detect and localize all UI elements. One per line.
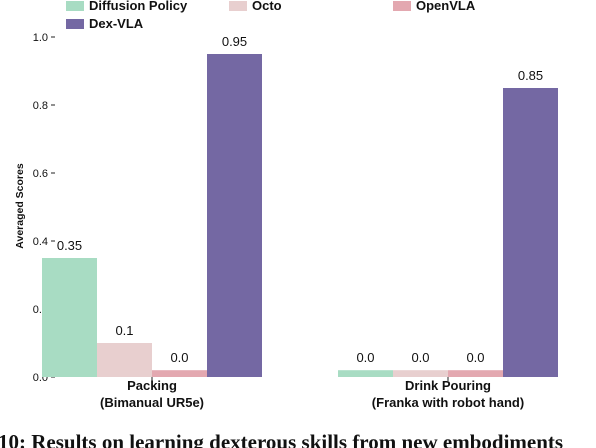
x-tick-label: (Franka with robot hand) [372, 395, 524, 410]
bar [393, 370, 448, 377]
legend-swatch [66, 1, 84, 11]
y-tick-label: 0.6 [33, 168, 48, 180]
x-tick-label: Packing [127, 378, 177, 393]
legend: Diffusion Policy Octo OpenVLA Dex-VLA [66, 0, 476, 31]
bar [448, 370, 503, 377]
legend-label: Diffusion Policy [89, 0, 188, 13]
bar-value-label: 0.95 [222, 34, 247, 49]
legend-swatch [229, 1, 247, 11]
bar [152, 370, 207, 377]
bar [338, 370, 393, 377]
figure-caption: 10: Results on learning dexterous skills… [0, 430, 563, 448]
bar [97, 343, 152, 377]
x-tick-label: (Bimanual UR5e) [100, 395, 204, 410]
legend-label: Dex-VLA [89, 16, 144, 31]
bars [42, 54, 558, 377]
legend-label: OpenVLA [416, 0, 476, 13]
y-tick-label: 0.8 [33, 100, 48, 112]
bar-value-label: 0.85 [518, 68, 543, 83]
bar-value-label: 0.1 [115, 323, 133, 338]
bar [503, 88, 558, 377]
y-tick-label: 1.0 [33, 32, 48, 44]
bar-value-label: 0.0 [466, 350, 484, 365]
bar-value-label: 0.35 [57, 238, 82, 253]
data-labels: 0.35 0.0 0.1 0.0 0.0 0.0 0.95 0.85 [57, 34, 543, 365]
bar-value-label: 0.0 [170, 350, 188, 365]
x-tick-label: Drink Pouring [405, 378, 491, 393]
y-axis-label: Averaged Scores [14, 163, 26, 249]
legend-swatch [66, 19, 84, 29]
legend-swatch [393, 1, 411, 11]
y-tick-label: 0.4 [33, 236, 48, 248]
bar [42, 258, 97, 377]
bar [207, 54, 262, 377]
bar-value-label: 0.0 [411, 350, 429, 365]
legend-label: Octo [252, 0, 282, 13]
bar-value-label: 0.0 [356, 350, 374, 365]
